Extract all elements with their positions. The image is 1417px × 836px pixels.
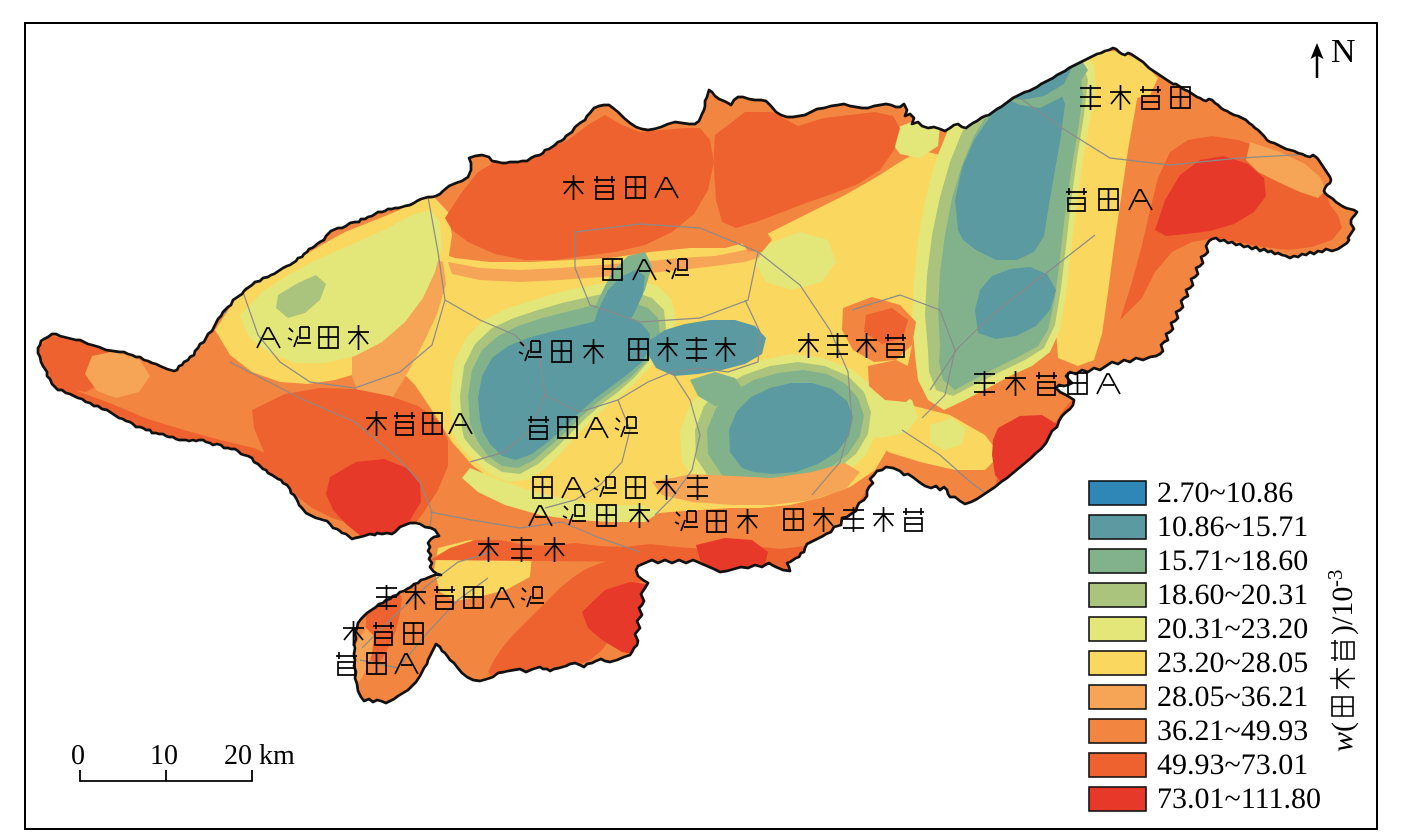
svg-text:15.71~18.60: 15.71~18.60 [1157, 544, 1308, 577]
svg-text:36.21~49.93: 36.21~49.93 [1157, 714, 1308, 747]
svg-text:N: N [1331, 33, 1356, 70]
svg-text:18.60~20.31: 18.60~20.31 [1157, 578, 1308, 611]
svg-text:10.86~15.71: 10.86~15.71 [1157, 510, 1308, 543]
svg-text:23.20~28.05: 23.20~28.05 [1157, 646, 1308, 679]
svg-text:28.05~36.21: 28.05~36.21 [1157, 680, 1308, 713]
svg-text:20.31~23.20: 20.31~23.20 [1157, 612, 1308, 645]
svg-text:w(: w( [1326, 722, 1359, 752]
svg-text:-3: -3 [1323, 570, 1347, 588]
svg-text:73.01~111.80: 73.01~111.80 [1157, 782, 1321, 815]
svg-text:)/10: )/10 [1326, 587, 1359, 635]
svg-text:2.70~10.86: 2.70~10.86 [1157, 476, 1293, 509]
svg-text:20 km: 20 km [224, 740, 295, 771]
svg-text:10: 10 [150, 740, 178, 771]
svg-text:49.93~73.01: 49.93~73.01 [1157, 748, 1308, 781]
svg-text:0: 0 [71, 740, 85, 771]
